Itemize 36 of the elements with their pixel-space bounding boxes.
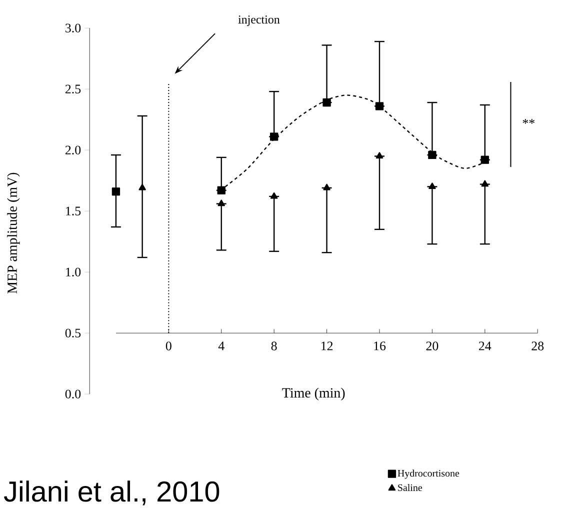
text: Jilani et al., 2010: [4, 480, 220, 506]
point: [375, 102, 384, 110]
point: [270, 132, 278, 141]
y-tick-label: 0.0: [65, 390, 81, 398]
y-tick-label: 1.5: [66, 206, 81, 216]
y-tick-label: 0.5: [65, 328, 81, 338]
y-tick-label: 2.0: [65, 146, 81, 154]
x-tick-label: 28: [532, 342, 544, 350]
point: [480, 156, 489, 164]
x-tick-label: 20: [426, 342, 438, 350]
point: [376, 152, 384, 159]
point: [428, 182, 436, 190]
legend-label: Saline: [398, 484, 422, 492]
point: [112, 187, 120, 196]
point: [322, 98, 331, 107]
y-tick-label: 2.5: [65, 84, 81, 94]
x-axis-title: Time (min): [282, 388, 345, 400]
y-tick-label: 1.0: [66, 268, 81, 276]
y-axis-title: MEP amplitude (mV): [7, 172, 20, 294]
x-tick-label: 4: [218, 342, 224, 350]
point: [217, 186, 226, 194]
point: [323, 184, 330, 190]
legend-label: Hydrocortisone: [398, 470, 460, 479]
point: [270, 192, 278, 199]
x-tick-label: 12: [321, 342, 333, 350]
text: injection: [238, 16, 280, 26]
point: [481, 180, 489, 187]
x-tick-label: 16: [374, 342, 386, 350]
x-tick-label: 24: [478, 342, 492, 350]
annotation: **: [522, 119, 535, 124]
point: [138, 184, 146, 190]
y-tick-label: 3.0: [66, 24, 81, 32]
point: [218, 200, 225, 206]
x-tick-label: 0: [166, 342, 172, 350]
point: [428, 150, 436, 160]
x-tick-label: 8: [271, 342, 277, 350]
